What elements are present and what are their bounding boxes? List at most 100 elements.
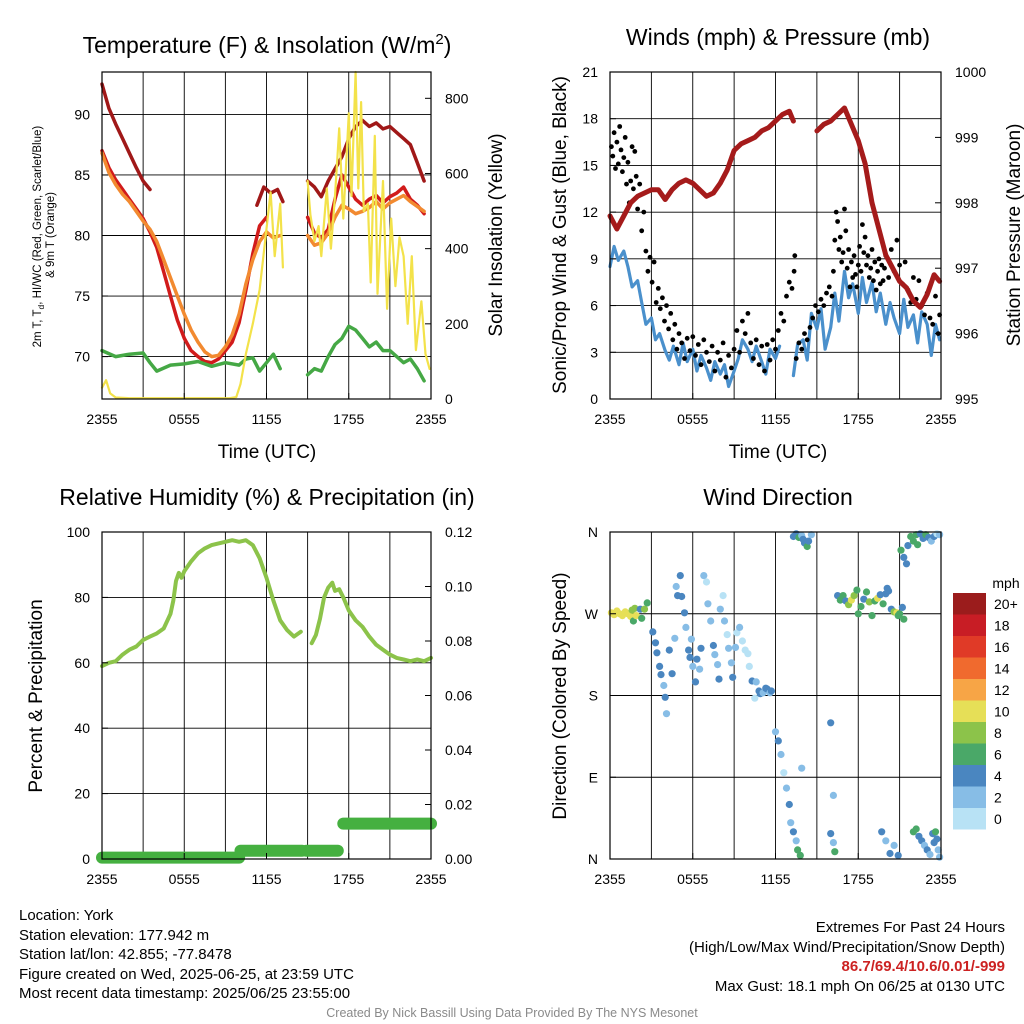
x-tick-label: 1155 xyxy=(251,411,281,427)
wind-gust-point xyxy=(693,353,698,358)
wind-gust-point xyxy=(873,287,879,293)
wind-direction-point xyxy=(796,851,804,860)
wind-direction-point xyxy=(682,623,690,632)
station-elevation: Station elevation: 177.942 m xyxy=(19,926,210,944)
right-y-tick-label: 400 xyxy=(445,241,469,257)
wind-direction-point xyxy=(904,542,912,550)
wind-gust-point xyxy=(792,253,798,259)
wind-direction-point xyxy=(671,634,679,642)
wind-direction-point xyxy=(731,643,740,652)
winds-plot-area xyxy=(607,105,943,389)
wind-direction-point xyxy=(680,609,689,617)
wind-gust-point xyxy=(860,222,865,228)
wind-gust-point xyxy=(833,209,839,215)
right-y-tick-label: 0 xyxy=(445,391,453,407)
extremes-heading: Extremes For Past 24 Hours xyxy=(815,919,1005,936)
wind-gust-point xyxy=(927,315,933,321)
relative-humidity-line xyxy=(100,538,303,669)
wind-direction-point xyxy=(685,646,693,654)
wind-gust-point xyxy=(751,356,756,361)
max-gust: Max Gust: 18.1 mph On 06/25 at 0130 UTC xyxy=(714,977,1005,995)
wind-gust-point xyxy=(613,166,618,171)
wind-direction-point xyxy=(890,841,898,850)
wind-direction-point xyxy=(696,665,704,673)
wind-gust-point xyxy=(740,318,745,324)
wind-gust-point xyxy=(791,268,797,274)
right-y-tick-label: 0.08 xyxy=(445,633,472,649)
wind-gust-point xyxy=(807,325,813,330)
wind-direction-point xyxy=(656,662,664,671)
wind-gust-point xyxy=(850,275,856,280)
wind-gust-point xyxy=(778,311,784,316)
wind-direction-point xyxy=(771,728,780,736)
right-y-tick-label: 200 xyxy=(445,316,469,332)
wind-gust-point xyxy=(894,237,900,243)
wind-gust-point xyxy=(695,342,701,347)
direction-tick-label: N xyxy=(588,851,598,867)
wind-gust-point xyxy=(831,268,836,274)
wind-direction-point xyxy=(752,678,760,686)
x-tick-label: 1755 xyxy=(333,411,364,427)
wind-direction-point xyxy=(860,595,868,603)
temperature-left-axis-label: 2m T, Td, HI/WC (Red, Green, Scarlet/Blu… xyxy=(32,123,57,348)
wind-gust-point xyxy=(882,265,887,271)
wind-direction-point xyxy=(807,531,816,539)
wind-direction-point xyxy=(789,828,798,836)
wind-gust-point xyxy=(775,328,781,333)
wind-direction-point xyxy=(879,600,887,608)
wind-direction-point xyxy=(727,659,736,667)
wind-gust-point xyxy=(668,311,674,316)
wind-gust-point xyxy=(617,124,623,129)
colorbar-label: 12 xyxy=(994,682,1010,698)
right-y-tick-label: 0.12 xyxy=(445,524,472,540)
right-y-tick-label: 999 xyxy=(955,129,979,145)
wind-gust-point xyxy=(762,368,767,374)
wind-direction-point xyxy=(649,628,657,636)
wind-gust-point xyxy=(851,253,857,259)
wind-direction-point xyxy=(693,655,701,663)
wind-gust-point xyxy=(865,253,871,259)
wind-gust-point xyxy=(880,278,886,284)
station-pressure-line xyxy=(814,105,943,310)
left-y-tick-label: 70 xyxy=(74,349,90,365)
wind-gust-point xyxy=(672,321,678,327)
wind-gust-point xyxy=(854,284,860,290)
wind-gust-point xyxy=(858,268,864,274)
direction-tick-label: S xyxy=(589,688,598,704)
temperature-ticks: 2355 0555 1155 1755 2355 70 75 80 85 90 0 200 400 600… xyxy=(74,90,468,427)
x-tick-label: 0555 xyxy=(677,411,708,427)
wind-direction-point xyxy=(894,851,902,860)
left-y-tick-label: 85 xyxy=(74,167,90,183)
wind-gust-point xyxy=(651,259,657,265)
colorbar-swatch xyxy=(953,700,986,722)
wind-direction-point xyxy=(707,617,715,625)
extremes-summary: Extremes For Past 24 Hours (High/Low/Max… xyxy=(689,918,1005,996)
wind-direction-point xyxy=(668,670,676,678)
left-y-tick-label: 100 xyxy=(67,524,91,540)
wind-gust-point xyxy=(784,293,789,299)
wind-gust-point xyxy=(826,284,832,290)
humidity-plot-area xyxy=(96,538,437,864)
x-tick-label: 0555 xyxy=(169,871,200,887)
wind-direction-point xyxy=(657,671,665,679)
wind-gust-point xyxy=(835,219,840,224)
station-latlon: Station lat/lon: 42.855; -77.8478 xyxy=(19,946,232,964)
wind-gust-point xyxy=(610,153,616,159)
wind-speed-line xyxy=(608,244,782,389)
wind-gust-point xyxy=(879,262,885,268)
wind-gust-point xyxy=(748,340,754,346)
colorbar-swatch xyxy=(953,765,986,787)
x-tick-label: 1755 xyxy=(843,871,874,887)
x-tick-label: 1155 xyxy=(760,871,790,887)
colorbar-swatch xyxy=(953,657,986,679)
wind-gust-point xyxy=(742,331,748,336)
wind-direction-point xyxy=(914,541,922,549)
temperature-right-axis-label: Solar Insolation (Yellow) xyxy=(486,133,507,336)
wind-gust-point xyxy=(866,275,872,280)
wind-gust-point xyxy=(875,268,880,274)
wind-gust-point xyxy=(645,268,651,274)
wind-gust-point xyxy=(902,259,908,265)
x-tick-label: 2355 xyxy=(594,871,625,887)
wind-gust-point xyxy=(676,331,682,336)
